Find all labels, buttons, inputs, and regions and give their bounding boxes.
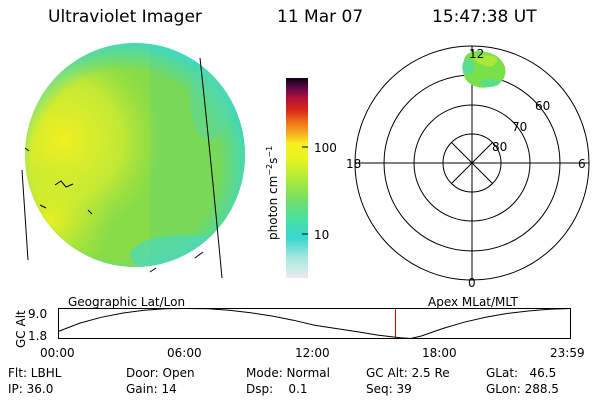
coastline bbox=[21, 57, 223, 279]
color-scale-bar bbox=[286, 78, 308, 278]
glon-info: GLon: 288.5 bbox=[486, 382, 559, 396]
earth-disk bbox=[25, 43, 245, 267]
dsp-info: Dsp: 0.1 bbox=[246, 382, 308, 396]
geographic-title: Geographic Lat/Lon bbox=[68, 295, 186, 309]
time-tick-1800: 18:00 bbox=[422, 346, 457, 360]
plot-frame bbox=[58, 308, 571, 339]
mlt-label-0: 0 bbox=[468, 276, 476, 290]
polar-plot bbox=[354, 45, 590, 281]
time-label: 15:47:38 UT bbox=[432, 7, 537, 27]
uv-image bbox=[21, 43, 245, 279]
apex-title: Apex MLat/MLT bbox=[428, 295, 518, 309]
mlt-label-12: 12 bbox=[469, 47, 485, 61]
instrument-title: Ultraviolet Imager bbox=[48, 7, 202, 27]
gc-alt-axis-label: GC Alt bbox=[14, 310, 28, 348]
door-info: Door: Open bbox=[126, 366, 195, 380]
time-tick-0600: 06:00 bbox=[167, 346, 202, 360]
mlat-label-60: 60 bbox=[535, 99, 551, 113]
ip-info: IP: 36.0 bbox=[8, 382, 54, 396]
mode-info: Mode: Normal bbox=[246, 366, 330, 380]
y-tick-1-8: 1.8 bbox=[28, 329, 48, 343]
seq-info: Seq: 39 bbox=[366, 382, 412, 396]
date-label: 11 Mar 07 bbox=[277, 7, 364, 27]
mlat-label-80: 80 bbox=[492, 140, 508, 154]
y-tick-9: 9.0 bbox=[28, 307, 48, 321]
mlat-label-70: 70 bbox=[512, 120, 528, 134]
time-tick-2359: 23:59 bbox=[550, 346, 585, 360]
time-tick-0000: 00:00 bbox=[40, 346, 75, 360]
colorbar-unit-label: photon cm−2s−1 bbox=[265, 145, 280, 240]
time-tick-1200: 12:00 bbox=[295, 346, 330, 360]
altitude-series-line bbox=[58, 308, 571, 340]
mlt-label-6: 6 bbox=[578, 157, 586, 171]
gc-alt-info: GC Alt: 2.5 Re bbox=[366, 366, 450, 380]
mlt-label-18: 18 bbox=[346, 157, 362, 171]
colorbar-tick-10: 10 bbox=[314, 228, 330, 242]
orbit-altitude-plot bbox=[58, 308, 571, 340]
glat-info: GLat: 46.5 bbox=[486, 366, 557, 380]
gain-info: Gain: 14 bbox=[126, 382, 177, 396]
colorbar-tick-100: 100 bbox=[314, 141, 337, 155]
filter-info: Flt: LBHL bbox=[8, 366, 62, 380]
